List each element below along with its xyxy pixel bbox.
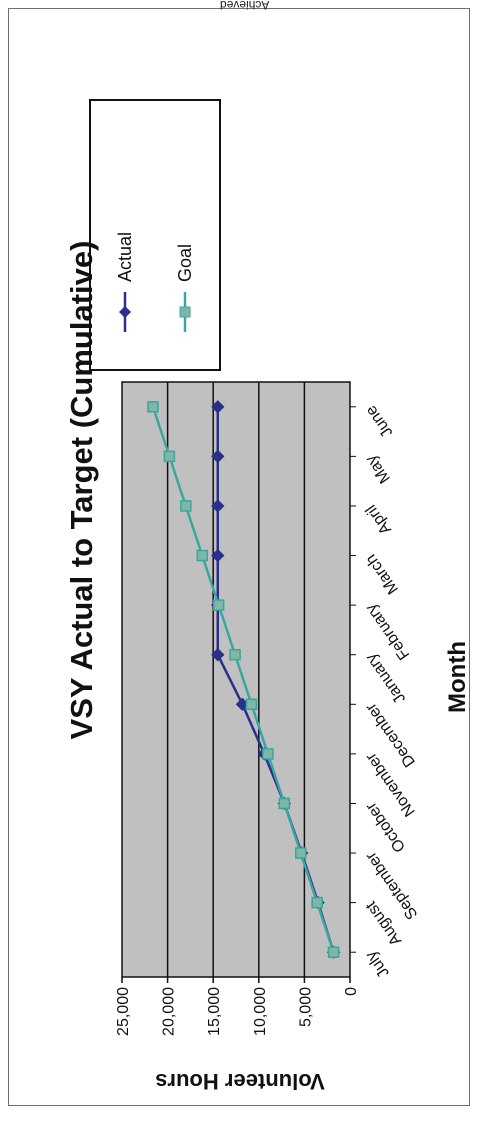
data-point-goal [180,500,192,512]
data-point-goal [229,648,241,661]
data-point-goal [311,896,323,909]
data-point-actual [211,400,225,414]
y-tick-label: 5,000 [297,987,314,1027]
data-point-actual [211,449,225,464]
x-tick-label: May [363,452,394,487]
x-tick-label: April [363,501,395,537]
data-point-goal [163,450,176,463]
y-tick-label: 10,000 [252,987,269,1036]
data-point-goal [196,549,209,562]
data-point-goal [262,748,274,760]
x-axis-label: Month [444,641,471,713]
legend-marker-actual [119,306,131,318]
chart-title: VSY Actual to Target (Cumulative) [64,241,99,740]
series-line-goal [151,406,335,953]
legend: Actual Goal [89,99,221,371]
data-point-goal [245,698,258,711]
plot-background [121,381,351,978]
page-frame [8,8,470,1106]
y-tick-label: 0 [343,987,360,996]
y-tick-label: 25,000 [115,987,132,1036]
data-point-goal [327,946,340,958]
data-point-goal [278,797,291,810]
data-point-goal [212,599,225,611]
legend-box [89,99,221,371]
x-tick-label: March [363,551,402,597]
legend-label-goal: Goal [175,244,195,282]
data-point-actual [211,548,225,563]
data-point-goal [147,401,159,413]
x-tick-label: June [363,402,397,440]
data-point-actual [211,499,225,513]
legend-marker-goal [179,306,191,318]
x-tick-label: February [363,601,414,663]
plot-area: 05,00010,00015,00020,00025,000JulyAugust… [115,381,421,1036]
chart-rotated-group: Actual Goal VSY Actual to Target (Cumulat… [64,99,471,1094]
data-point-actual [211,648,225,662]
y-tick-label: 20,000 [161,987,178,1036]
y-tick-label: 15,000 [206,987,223,1036]
x-tick-label: July [363,948,393,981]
legend-label-actual: Actual [115,232,135,282]
y-axis-label: Volunteer Hours [155,1069,325,1094]
data-point-goal [295,847,307,859]
